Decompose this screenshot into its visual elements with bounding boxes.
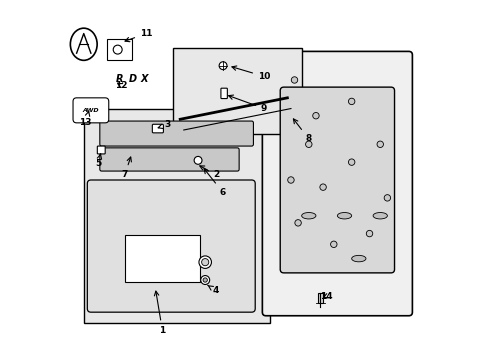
FancyBboxPatch shape — [73, 98, 108, 123]
Text: D: D — [128, 74, 136, 84]
Text: R: R — [116, 74, 123, 84]
Text: 12: 12 — [115, 81, 127, 90]
Ellipse shape — [203, 278, 207, 282]
FancyBboxPatch shape — [100, 121, 253, 146]
Text: 6: 6 — [203, 169, 226, 197]
Text: 2: 2 — [200, 166, 219, 179]
Text: AWD: AWD — [82, 108, 99, 113]
Text: 5: 5 — [95, 154, 102, 168]
Ellipse shape — [291, 77, 297, 83]
Ellipse shape — [348, 98, 354, 105]
Text: 13: 13 — [79, 112, 92, 127]
FancyBboxPatch shape — [87, 180, 255, 312]
Text: 8: 8 — [293, 119, 311, 143]
Ellipse shape — [219, 62, 226, 69]
FancyBboxPatch shape — [173, 48, 301, 134]
Text: 1: 1 — [154, 291, 165, 334]
FancyBboxPatch shape — [280, 87, 394, 273]
FancyBboxPatch shape — [83, 109, 269, 323]
Ellipse shape — [348, 159, 354, 165]
Text: 9: 9 — [228, 95, 267, 113]
Text: 4: 4 — [207, 285, 219, 295]
Ellipse shape — [113, 45, 122, 54]
Ellipse shape — [330, 241, 336, 248]
FancyBboxPatch shape — [107, 39, 132, 60]
Ellipse shape — [376, 141, 383, 148]
FancyBboxPatch shape — [100, 148, 239, 171]
Ellipse shape — [301, 212, 315, 219]
Ellipse shape — [305, 141, 311, 148]
FancyBboxPatch shape — [97, 146, 105, 154]
Ellipse shape — [287, 177, 294, 183]
Text: 7: 7 — [122, 157, 131, 179]
Polygon shape — [317, 293, 323, 303]
Text: 14: 14 — [320, 292, 332, 301]
Ellipse shape — [201, 275, 209, 284]
Ellipse shape — [384, 195, 390, 201]
Ellipse shape — [337, 212, 351, 219]
Ellipse shape — [194, 157, 202, 164]
Text: X: X — [141, 74, 148, 84]
Ellipse shape — [319, 184, 325, 190]
Ellipse shape — [372, 212, 386, 219]
Ellipse shape — [351, 255, 365, 262]
Ellipse shape — [366, 230, 372, 237]
FancyBboxPatch shape — [262, 51, 411, 316]
FancyBboxPatch shape — [124, 235, 200, 282]
FancyBboxPatch shape — [152, 124, 163, 133]
Ellipse shape — [199, 256, 211, 269]
Ellipse shape — [312, 112, 319, 119]
Ellipse shape — [201, 258, 208, 266]
Text: 3: 3 — [158, 120, 170, 129]
Text: 10: 10 — [231, 66, 270, 81]
Ellipse shape — [294, 220, 301, 226]
Ellipse shape — [70, 28, 97, 60]
FancyBboxPatch shape — [221, 88, 227, 99]
Text: 11: 11 — [125, 29, 152, 42]
